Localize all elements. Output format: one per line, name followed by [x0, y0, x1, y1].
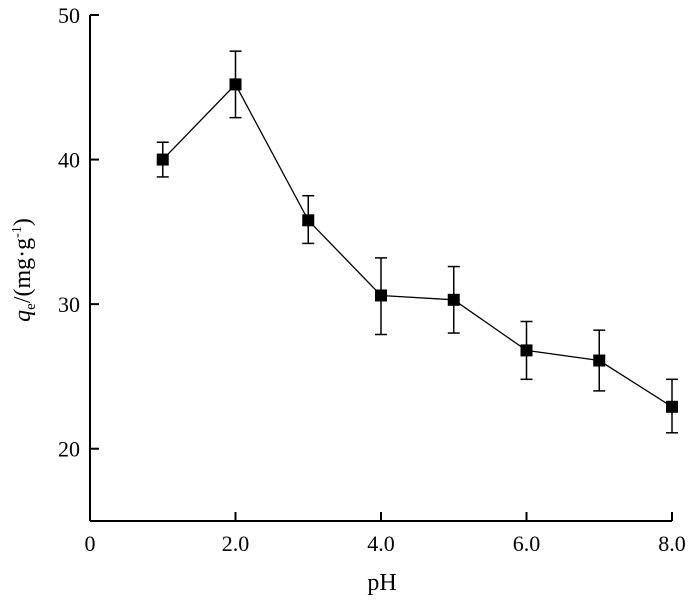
y-axis-subscript: e — [23, 303, 39, 310]
data-point — [666, 400, 678, 413]
data-point — [593, 354, 606, 367]
data-point — [520, 344, 533, 357]
x-tick-label: 4.0 — [367, 531, 395, 556]
series-line — [162, 83, 673, 408]
y-axis-unit-close: ) — [10, 218, 36, 226]
y-tick-label: 50 — [58, 3, 80, 28]
x-tick-label: 8.0 — [658, 531, 686, 556]
series — [156, 50, 678, 434]
ticks: 20 30 40 50 0 2.0 4.0 6.0 8.0 — [58, 3, 686, 556]
x-tick-label: 2.0 — [222, 531, 250, 556]
y-axis-unit: /(mg·g — [10, 238, 36, 303]
data-point — [229, 78, 242, 91]
y-tick-label: 30 — [58, 292, 80, 317]
y-axis-symbol: q — [10, 310, 36, 322]
data-point — [375, 289, 387, 302]
data-point — [156, 153, 169, 166]
y-axis-unit-sup: -1 — [10, 226, 25, 238]
x-tick-label: 0 — [85, 531, 96, 556]
x-axis-title: pH — [367, 570, 396, 596]
y-axis-title: qe/(mg·g-1) — [10, 218, 39, 322]
x-tick-label: 6.0 — [513, 531, 541, 556]
data-point — [447, 293, 460, 306]
data-point — [302, 214, 315, 227]
y-tick-label: 40 — [58, 148, 80, 173]
y-tick-label: 20 — [58, 437, 80, 462]
